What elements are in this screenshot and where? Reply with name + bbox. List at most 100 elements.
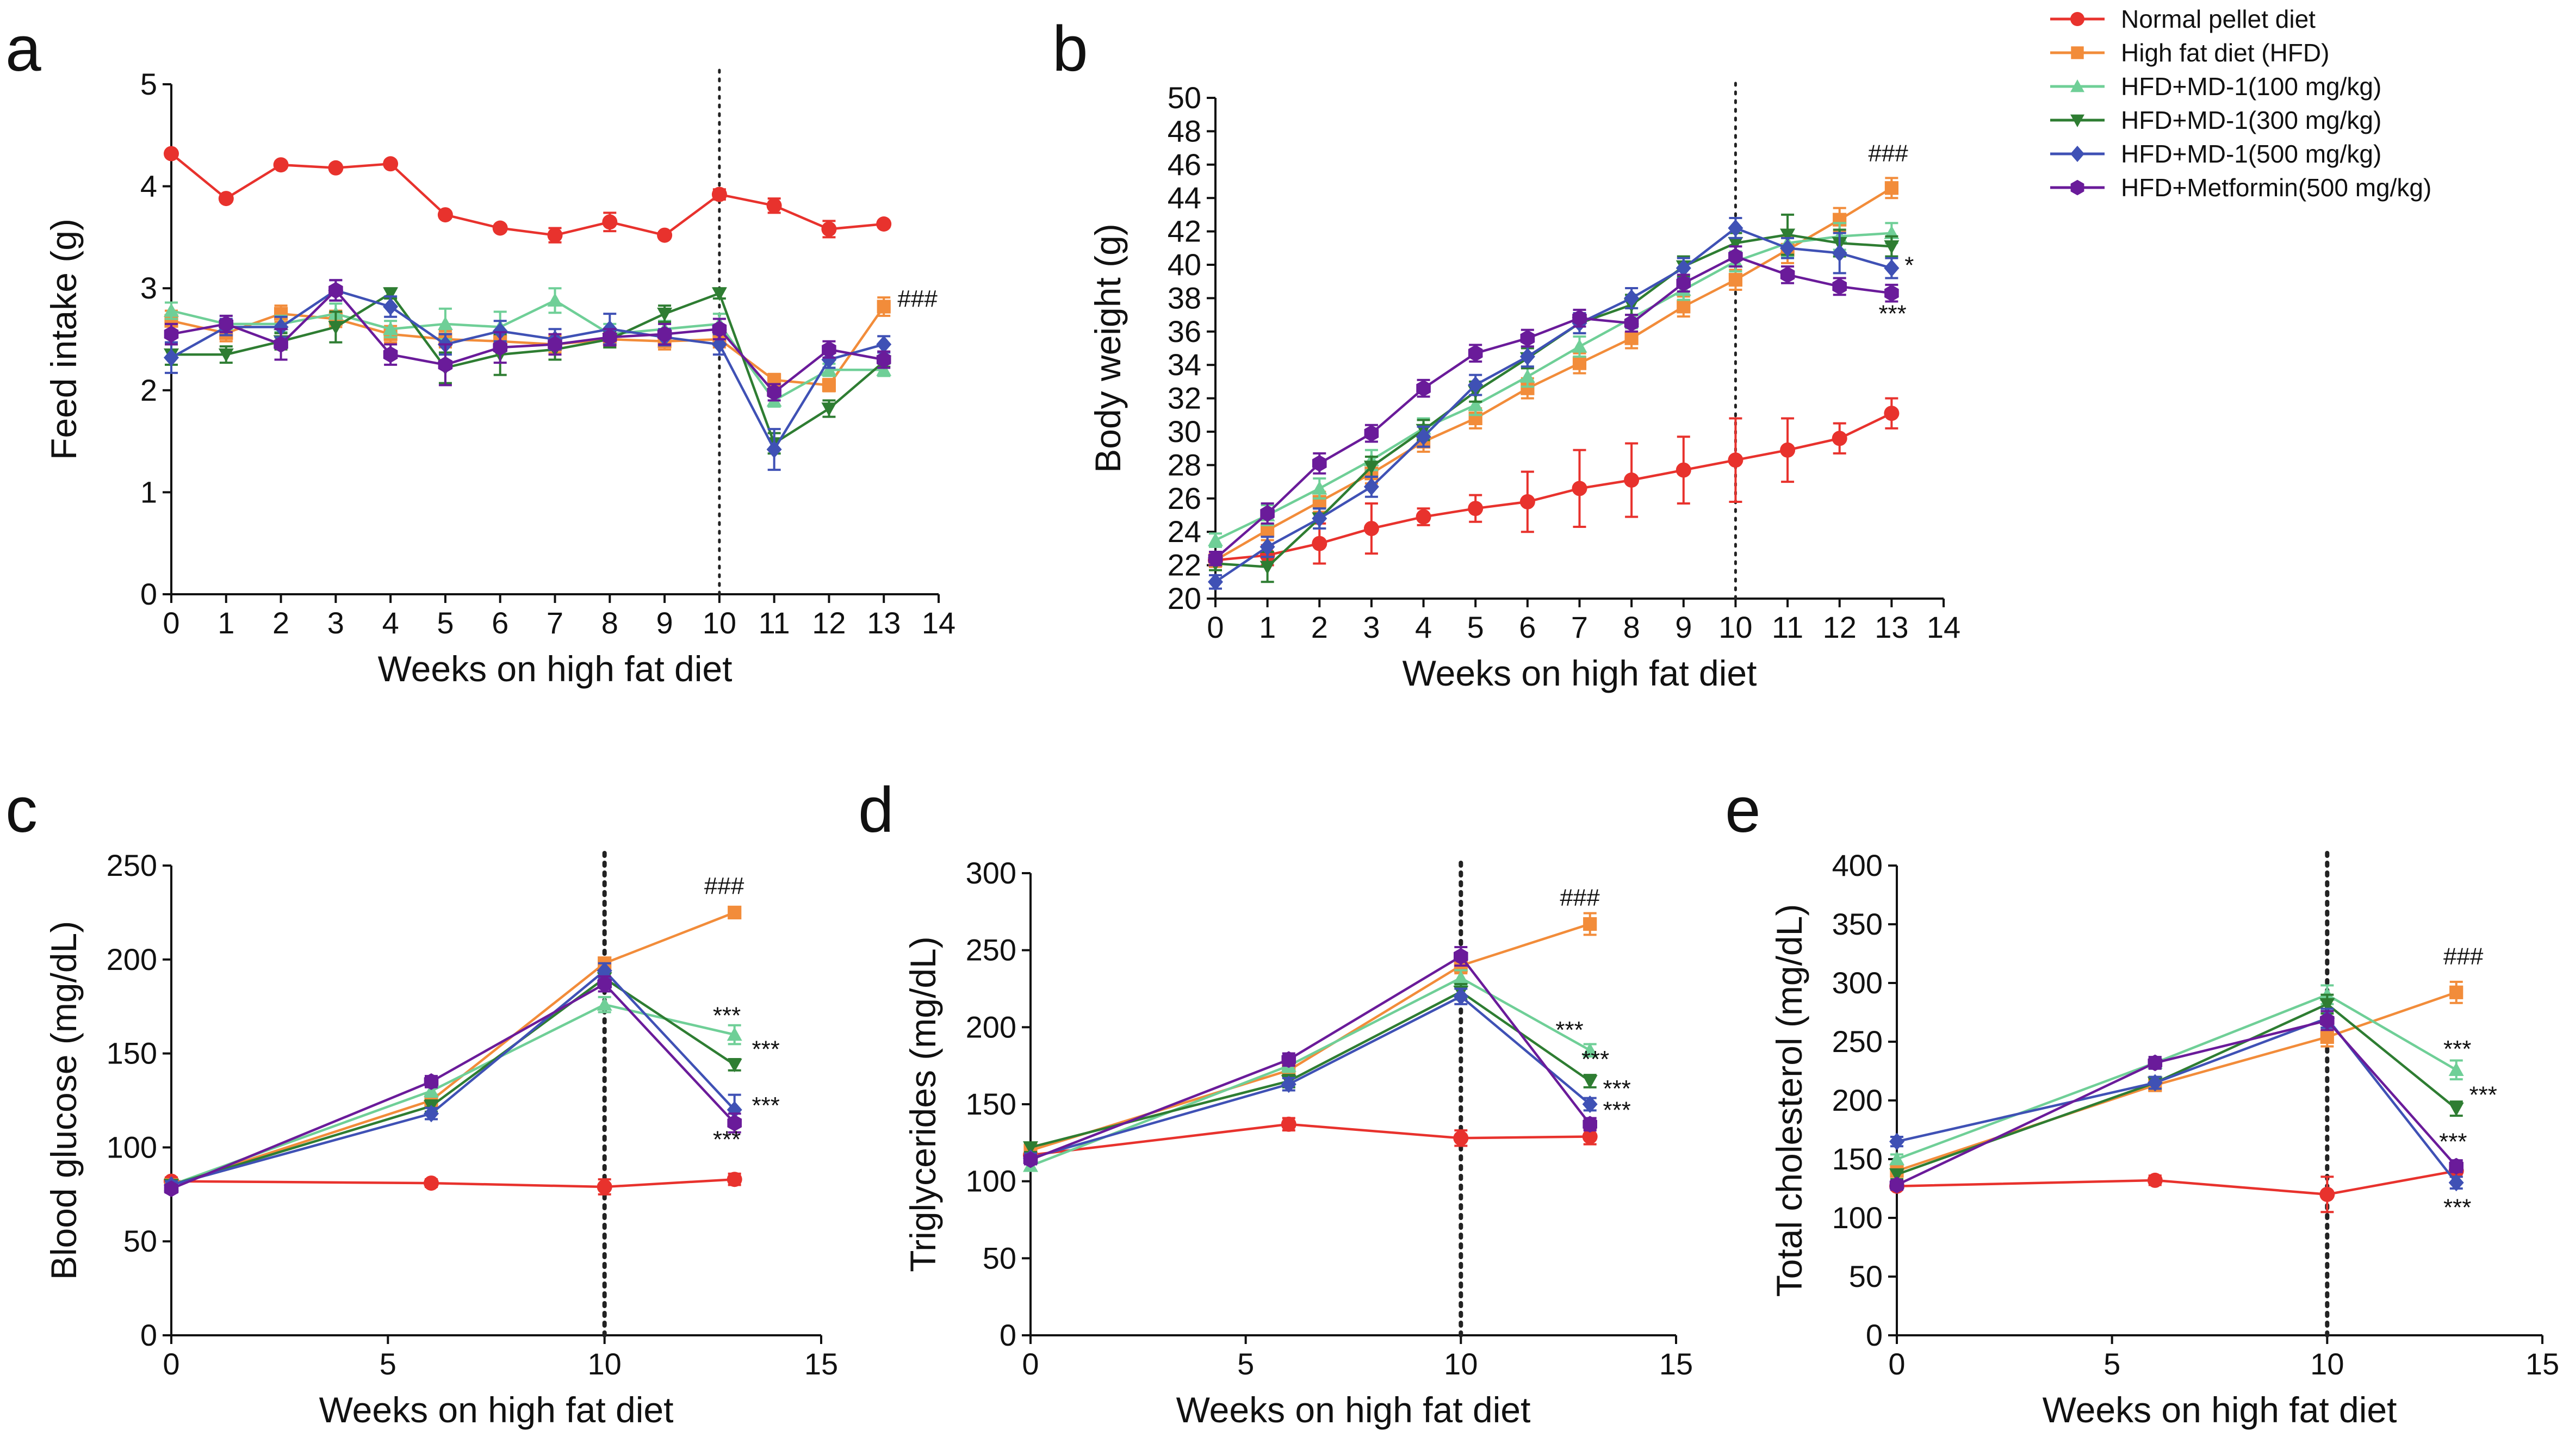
y-tick-label: 42 (1168, 214, 1201, 248)
data-point (2448, 1102, 2464, 1117)
significance-label: *** (2469, 1081, 2497, 1108)
series-0 (164, 1172, 742, 1196)
y-tick-label: 1 (140, 475, 157, 509)
x-tick-label: 10 (2310, 1347, 2344, 1381)
point-marker (219, 315, 234, 333)
point-marker (1780, 228, 1796, 242)
point-marker (1519, 369, 1535, 383)
data-point (1780, 442, 1796, 458)
data-point (164, 146, 179, 161)
data-point (766, 440, 782, 458)
point-marker (1624, 315, 1639, 332)
x-tick-label: 5 (1237, 1347, 1254, 1381)
x-tick-label: 5 (2103, 1347, 2120, 1381)
data-point (1884, 284, 1899, 302)
x-tick-label: 8 (1623, 610, 1640, 644)
point-marker (1583, 1116, 1597, 1133)
data-point (1363, 461, 1379, 475)
series-2 (164, 287, 892, 408)
y-tick-label: 22 (1168, 548, 1201, 582)
data-point (1519, 494, 1535, 509)
point-marker (1023, 1141, 1038, 1155)
data-point (547, 227, 563, 243)
point-marker (218, 348, 234, 363)
x-tick-label: 2 (272, 606, 289, 640)
data-point (603, 328, 617, 346)
data-point (424, 1105, 439, 1123)
x-axis-title: Weeks on high fat diet (1403, 653, 1757, 693)
x-tick-label: 3 (327, 606, 344, 640)
point-marker (1780, 239, 1796, 257)
legend-label: HFD+Metformin(500 mg/kg) (2121, 173, 2431, 202)
x-tick-label: 11 (1772, 610, 1803, 644)
data-point (727, 1027, 742, 1041)
data-point (1572, 339, 1587, 353)
data-point (2319, 998, 2335, 1012)
point-marker (1363, 478, 1379, 496)
point-marker (1572, 356, 1587, 370)
legend-marker (2070, 179, 2084, 196)
data-point (1583, 1116, 1597, 1133)
data-point (1281, 1051, 1296, 1068)
y-tick-label: 400 (1832, 848, 1883, 882)
point-marker (1572, 339, 1587, 353)
significance-label: ### (704, 873, 744, 899)
point-marker (2147, 1172, 2163, 1188)
significance-label: ### (1868, 140, 1908, 167)
point-marker (1884, 240, 1900, 254)
point-marker (1468, 376, 1484, 394)
x-tick-label: 0 (1207, 610, 1224, 644)
data-point (1312, 455, 1327, 472)
x-tick-label: 5 (437, 606, 454, 640)
point-marker (547, 227, 563, 243)
series-5 (1208, 245, 1899, 567)
significance-label: ### (2443, 943, 2484, 969)
point-marker (1468, 345, 1483, 362)
y-tick-label: 46 (1168, 147, 1201, 182)
legend-label: HFD+MD-1(100 mg/kg) (2121, 72, 2381, 101)
point-marker (1582, 1129, 1598, 1144)
panel-letter: e (1725, 774, 1761, 846)
legend-marker (2070, 12, 2084, 26)
point-marker (164, 1180, 179, 1197)
series-line (1896, 1169, 2457, 1196)
series-line (1896, 1019, 2458, 1186)
point-marker (1572, 309, 1587, 327)
point-marker (424, 1073, 439, 1090)
data-point (1572, 356, 1587, 370)
point-marker (383, 297, 399, 316)
y-tick-label: 300 (1832, 966, 1883, 1000)
point-marker (711, 287, 727, 301)
legend: Normal pellet diet High fat diet (HFD) H… (2050, 5, 2431, 202)
point-marker (438, 356, 453, 374)
legend-marker-square (2071, 46, 2084, 59)
x-tick-label: 13 (867, 606, 901, 640)
legend-marker (2070, 146, 2084, 162)
point-marker (274, 336, 288, 353)
series-line (1030, 1123, 1590, 1156)
point-marker (1676, 462, 1691, 478)
point-marker (1624, 289, 1640, 307)
data-point (766, 198, 782, 214)
series-3 (1208, 213, 1900, 583)
point-marker (164, 303, 179, 317)
data-point (1416, 379, 1431, 397)
series-0 (164, 146, 892, 244)
x-tick-label: 4 (1415, 610, 1432, 644)
data-point (822, 378, 836, 392)
data-point (274, 336, 288, 353)
data-point (1832, 431, 1847, 446)
point-marker (603, 328, 617, 346)
series-5 (1889, 1010, 2463, 1193)
y-tick-label: 20 (1168, 581, 1201, 615)
data-point (164, 326, 179, 343)
point-marker (1884, 406, 1900, 421)
y-tick-label: 200 (966, 1010, 1016, 1044)
x-axis-title: Weeks on high fat diet (2043, 1390, 2397, 1430)
legend-marker-triangle-up (2070, 79, 2084, 92)
point-marker (164, 146, 179, 161)
data-point (424, 1083, 439, 1097)
significance-label: *** (1603, 1075, 1630, 1102)
point-marker (2448, 1174, 2464, 1192)
